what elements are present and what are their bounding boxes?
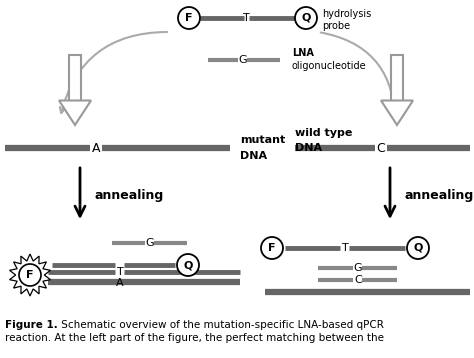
Circle shape bbox=[295, 7, 317, 29]
Text: G: G bbox=[146, 238, 155, 248]
Polygon shape bbox=[59, 101, 91, 125]
Text: G: G bbox=[239, 55, 247, 65]
Text: mutant: mutant bbox=[240, 135, 285, 145]
Text: oligonucleotide: oligonucleotide bbox=[292, 61, 366, 71]
Circle shape bbox=[19, 264, 41, 286]
Text: G: G bbox=[354, 263, 362, 273]
Circle shape bbox=[178, 7, 200, 29]
Polygon shape bbox=[391, 55, 403, 101]
Text: hydrolysis: hydrolysis bbox=[322, 9, 371, 19]
Text: A: A bbox=[92, 141, 100, 155]
Text: T: T bbox=[342, 243, 348, 253]
Text: F: F bbox=[185, 13, 193, 23]
Text: C: C bbox=[377, 141, 385, 155]
FancyArrowPatch shape bbox=[321, 33, 397, 113]
Text: Q: Q bbox=[413, 243, 423, 253]
Text: C: C bbox=[354, 275, 362, 285]
Text: T: T bbox=[117, 267, 123, 277]
Text: Q: Q bbox=[301, 13, 310, 23]
Text: F: F bbox=[26, 270, 34, 280]
Text: Schematic overview of the mutation-specific LNA-based qPCR: Schematic overview of the mutation-speci… bbox=[58, 320, 384, 330]
Text: reaction. At the left part of the figure, the perfect matching between the: reaction. At the left part of the figure… bbox=[5, 333, 384, 343]
Text: DNA: DNA bbox=[295, 143, 322, 153]
Text: Figure 1.: Figure 1. bbox=[5, 320, 58, 330]
Text: wild type: wild type bbox=[295, 128, 352, 138]
Text: annealing: annealing bbox=[95, 189, 164, 202]
Text: F: F bbox=[268, 243, 276, 253]
Polygon shape bbox=[9, 254, 50, 296]
Circle shape bbox=[407, 237, 429, 259]
FancyArrowPatch shape bbox=[60, 32, 167, 113]
Circle shape bbox=[177, 254, 199, 276]
Text: probe: probe bbox=[322, 21, 350, 31]
Polygon shape bbox=[381, 101, 413, 125]
Text: annealing: annealing bbox=[405, 189, 474, 202]
Text: Q: Q bbox=[183, 260, 193, 270]
Text: T: T bbox=[243, 13, 249, 23]
Polygon shape bbox=[69, 55, 82, 101]
Circle shape bbox=[261, 237, 283, 259]
Text: DNA: DNA bbox=[240, 151, 267, 161]
Text: A: A bbox=[116, 278, 124, 288]
Text: LNA: LNA bbox=[292, 48, 314, 58]
